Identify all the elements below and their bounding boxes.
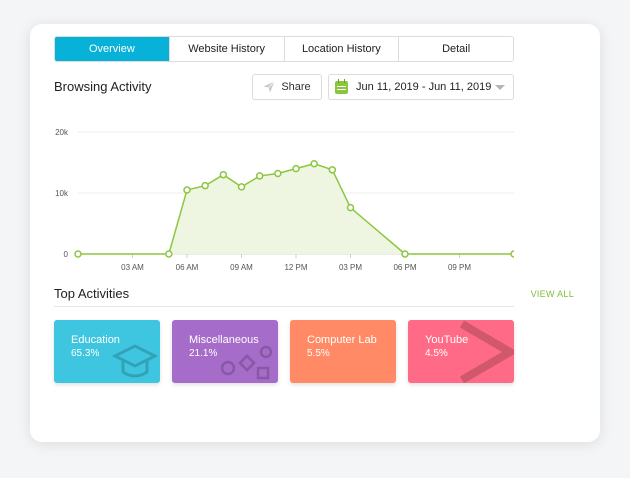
activity-name: Education [71, 334, 120, 346]
share-label: Share [281, 81, 311, 93]
activity-area [78, 163, 514, 254]
shapes-icon [220, 345, 273, 380]
data-point [292, 164, 300, 173]
y-tick-label: 0 [64, 250, 69, 259]
data-point [255, 172, 264, 180]
date-range-picker[interactable]: Jun 11, 2019 - Jun 11, 2019 [328, 74, 514, 100]
x-tick-label: 09 AM [230, 263, 253, 272]
activity-tile-youtube[interactable]: YouTube 4.5% [408, 320, 514, 383]
data-point [183, 186, 191, 194]
data-point [346, 203, 355, 212]
activity-percent: 65.3% [71, 348, 100, 359]
top-activities-tiles: Education 65.3% Miscellaneous 21.1% Comp… [54, 320, 514, 383]
activity-tile-miscellaneous[interactable]: Miscellaneous 21.1% [172, 320, 278, 383]
section-divider [54, 306, 514, 307]
tab-overview[interactable]: Overview [55, 37, 169, 61]
activity-percent: 21.1% [189, 348, 218, 359]
data-point [328, 166, 337, 174]
x-tick-label: 06 PM [393, 263, 416, 272]
data-point [74, 250, 82, 258]
share-button[interactable]: Share [252, 74, 322, 100]
data-point [165, 250, 173, 258]
x-tick-label: 09 PM [448, 263, 471, 272]
browsing-activity-chart: 20k 10k 0 03 AM 06 AM 09 AM 12 PM 03 PM 06 PM 09 … [55, 128, 514, 272]
tab-bar: Overview Website History Location Histor… [54, 36, 514, 62]
view-all-link[interactable]: VIEW ALL [530, 289, 574, 299]
tab-website-history[interactable]: Website History [168, 37, 284, 61]
tab-location-history[interactable]: Location History [283, 37, 399, 61]
activity-name: Miscellaneous [189, 334, 259, 346]
x-tick-label: 03 AM [121, 263, 144, 272]
x-tick-label: 06 AM [176, 263, 199, 272]
top-activities-title: Top Activities [54, 286, 130, 301]
data-point [237, 183, 246, 191]
tab-detail[interactable]: Detail [398, 37, 513, 61]
graduation-cap-icon [111, 344, 159, 378]
data-point [219, 170, 228, 179]
data-point [201, 181, 209, 190]
data-point [510, 250, 514, 258]
activity-tile-education[interactable]: Education 65.3% [54, 320, 160, 383]
activity-percent: 4.5% [425, 348, 448, 359]
y-tick-label: 10k [55, 189, 69, 198]
browsing-activity-title: Browsing Activity [54, 79, 152, 94]
activity-tile-computer-lab[interactable]: Computer Lab 5.5% [290, 320, 396, 383]
activity-name: YouTube [425, 334, 469, 346]
play-icon [459, 320, 514, 383]
activity-name: Computer Lab [307, 334, 377, 346]
calendar-icon [335, 78, 348, 94]
data-point [310, 159, 318, 168]
x-tick-label: 03 PM [339, 263, 362, 272]
paper-plane-icon [263, 81, 276, 93]
data-point [401, 250, 409, 258]
data-point [274, 169, 282, 178]
chevron-down-icon [495, 84, 505, 90]
activity-percent: 5.5% [307, 348, 330, 359]
y-tick-label: 20k [55, 128, 69, 137]
date-range-value: Jun 11, 2019 - Jun 11, 2019 [356, 81, 492, 93]
x-tick-label: 12 PM [284, 263, 307, 272]
